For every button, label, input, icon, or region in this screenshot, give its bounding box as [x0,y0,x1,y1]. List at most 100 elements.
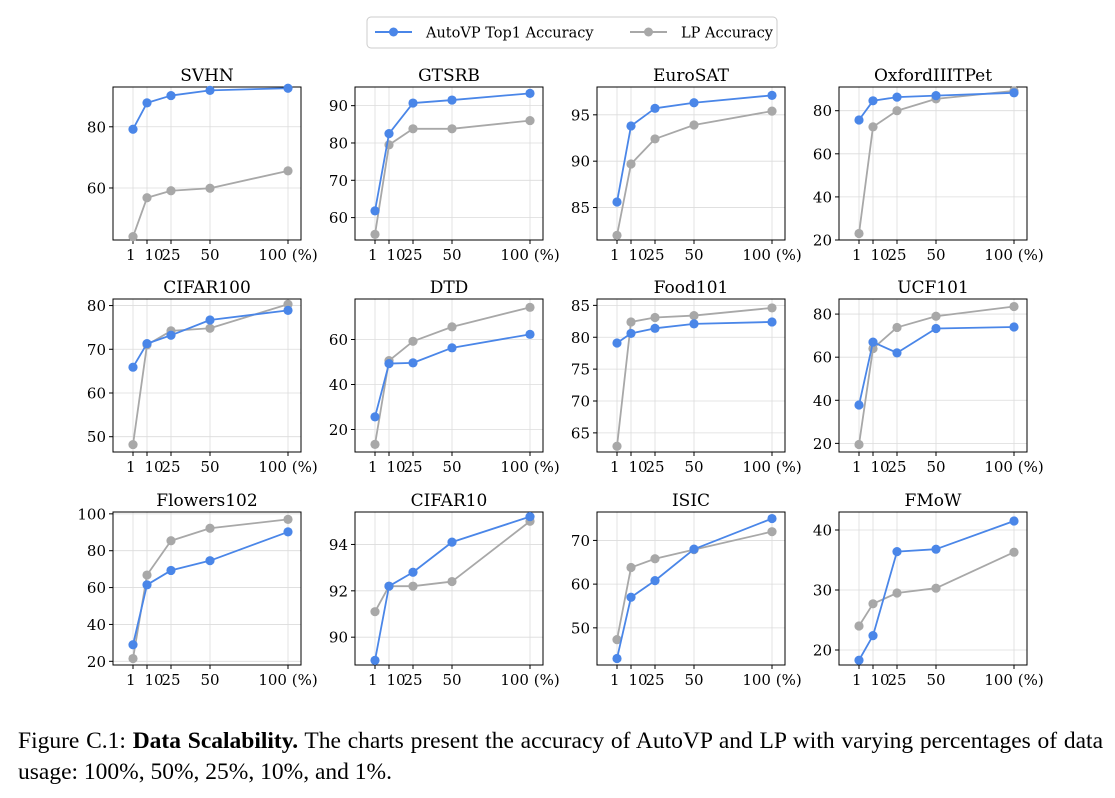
x-tick-label: 25 [403,246,422,264]
figure-caption: Figure C.1: Data Scalability. The charts… [18,726,1103,788]
x-tick-label: 100 (%) [742,671,801,689]
data-point-lp [205,323,215,333]
y-tick-label: 90 [329,97,348,115]
data-point-autovp [283,305,293,315]
x-tick-label: 50 [926,671,945,689]
data-point-autovp [142,580,152,590]
data-point-lp [626,562,636,573]
data-point-lp [370,439,380,449]
chart-title: GTSRB [418,66,480,86]
plot-frame [596,298,786,453]
x-tick-label: 50 [442,458,461,476]
data-scalability-figure: AutoVP Top1 Accuracy LP Accuracy SVHN 1 10… [77,16,1044,689]
chart-title: FMoW [905,491,962,511]
data-point-autovp [612,197,622,207]
data-point-autovp [166,90,176,101]
y-tick-label: 90 [329,629,348,647]
x-tick-label: 1 [610,246,620,264]
chart-title: Flowers102 [156,491,257,511]
data-point-lp [612,635,622,645]
chart-title: CIFAR100 [163,278,251,298]
data-point-lp [892,322,902,333]
data-point-autovp [384,581,394,591]
x-tick-label: 100 (%) [500,671,559,689]
x-tick-label: 1 [852,246,862,264]
x-tick-label: 25 [887,246,906,264]
data-point-autovp [1009,322,1019,332]
y-tick-label: 40 [813,392,832,410]
data-point-lp [447,576,457,587]
plot-frame [838,511,1028,666]
y-tick-label: 60 [87,384,106,402]
data-point-lp [854,621,864,631]
series-line-autovp [616,94,773,203]
data-point-autovp [767,317,777,327]
x-tick-label: 10 [387,671,406,689]
data-point-autovp [408,358,418,368]
data-point-lp [128,439,138,450]
x-tick-label: 50 [926,246,945,264]
data-point-autovp [128,124,138,134]
x-tick-label: 25 [161,671,180,689]
data-point-autovp [128,640,138,650]
data-point-autovp [626,592,636,602]
data-point-lp [408,581,418,591]
data-point-lp [868,599,878,609]
data-point-autovp [525,512,535,522]
y-tick-label: 60 [329,209,348,227]
y-tick-label: 90 [571,153,590,171]
x-tick-label: 1 [852,671,862,689]
y-tick-label: 60 [87,179,106,197]
x-tick-label: 50 [200,671,219,689]
data-point-lp [650,312,660,323]
data-point-lp [525,115,535,126]
data-point-lp [892,588,902,598]
x-tick-label: 10 [629,671,648,689]
y-tick-label: 80 [87,542,106,560]
data-point-autovp [892,348,902,358]
data-point-autovp [205,85,215,95]
x-tick-label: 100 (%) [500,458,559,476]
x-tick-label: 1 [368,671,378,689]
chart-title: EuroSAT [653,66,730,86]
plot-frame [112,298,302,453]
data-point-lp [142,193,152,203]
y-tick-label: 40 [329,376,348,394]
data-point-lp [854,439,864,450]
x-tick-label: 10 [145,458,164,476]
data-point-autovp [868,96,878,106]
x-tick-label: 100 (%) [258,671,317,689]
y-tick-label: 80 [87,118,106,136]
data-point-lp [612,230,622,240]
data-point-lp [525,302,535,312]
x-tick-label: 10 [629,458,648,476]
x-tick-label: 100 (%) [258,458,317,476]
x-tick-label: 10 [387,246,406,264]
x-tick-label: 25 [645,458,664,476]
y-tick-label: 40 [87,616,106,634]
y-tick-label: 70 [87,341,106,359]
x-tick-label: 100 (%) [984,246,1043,264]
data-point-lp [767,527,777,537]
data-point-lp [128,232,138,242]
y-tick-label: 30 [813,582,832,600]
plot-frame [838,298,1028,453]
data-point-autovp [626,121,636,131]
x-tick-label: 10 [871,458,890,476]
y-tick-label: 60 [813,349,832,367]
data-point-lp [166,186,176,196]
y-tick-label: 80 [813,102,832,120]
y-tick-label: 40 [813,188,832,206]
data-point-lp [370,229,380,240]
data-point-autovp [166,565,176,576]
caption-bold-title: Data Scalability. [132,728,299,754]
x-tick-label: 25 [645,671,664,689]
y-tick-label: 20 [813,232,832,250]
series-line-autovp [374,92,531,212]
x-tick-label: 25 [645,246,664,264]
x-tick-label: 50 [684,458,703,476]
data-point-autovp [205,556,215,566]
